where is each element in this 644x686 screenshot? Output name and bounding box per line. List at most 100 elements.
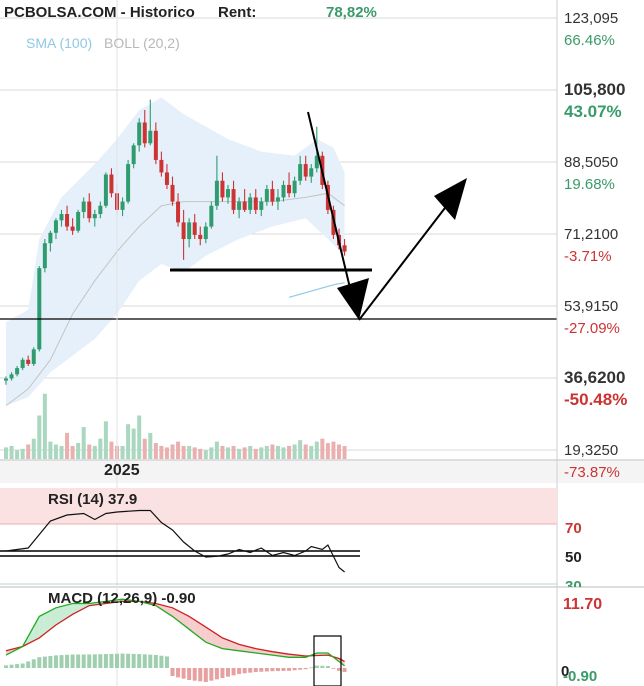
volume-bar (92, 445, 97, 459)
candle-body (76, 211, 81, 231)
candle (137, 118, 142, 152)
up-arrow-head (434, 178, 467, 220)
volume-bar (4, 447, 8, 459)
price-tick-label: 36,6200 (564, 368, 625, 387)
macd-histogram-bar (31, 659, 36, 668)
rent-value: 78,82% (326, 4, 377, 21)
macd-histogram-bar (309, 667, 314, 669)
macd-histogram-bar (314, 665, 319, 668)
candle-body (131, 145, 136, 165)
macd-histogram-bar (120, 653, 125, 668)
macd-histogram-bar (270, 668, 275, 672)
candle-body (9, 374, 14, 379)
macd-histogram-bar (98, 654, 103, 668)
candle (87, 193, 92, 223)
macd-histogram-bar (325, 666, 330, 668)
macd-fill-segment (189, 616, 195, 634)
volume-bar (153, 443, 158, 459)
candle (181, 209, 186, 260)
volume-bar (203, 450, 208, 459)
candle-body (20, 359, 25, 369)
macd-histogram-bar (159, 655, 164, 668)
macd-line (5, 598, 346, 667)
candle (126, 159, 131, 204)
candle-body (70, 226, 75, 231)
candle (76, 209, 81, 233)
volume-bar (26, 444, 31, 459)
legend-boll: BOLL (20,2) (104, 35, 180, 51)
candle-body (248, 197, 253, 210)
candle-body (209, 205, 214, 227)
macd-histogram-bar (226, 668, 230, 677)
candle (203, 222, 208, 244)
volume-bar (264, 445, 269, 459)
macd-histogram-bar (298, 668, 303, 670)
candle (309, 164, 314, 183)
candle (20, 357, 25, 371)
volume-bar (259, 447, 264, 459)
macd-histogram-bar (253, 668, 258, 672)
macd-level-zero: 0 (561, 663, 570, 680)
candle (48, 230, 53, 252)
volume-bar (98, 438, 103, 459)
candle-body (253, 197, 258, 210)
macd-histogram-bar (231, 668, 236, 676)
macd-histogram-bar (142, 654, 147, 668)
macd-histogram-bar (292, 668, 297, 671)
volume-bar (42, 393, 47, 459)
down-arrow-head (337, 278, 369, 320)
candle (342, 239, 347, 256)
candle-body (137, 122, 142, 146)
candle-body (48, 232, 53, 244)
candle (226, 184, 230, 204)
candle (303, 155, 308, 181)
candle (148, 99, 153, 146)
candle-body (231, 189, 236, 210)
macd-histogram-bar (214, 668, 219, 680)
macd-fill-segment (216, 634, 223, 649)
candle (248, 193, 253, 215)
candle-body (270, 189, 275, 202)
candle-body (142, 122, 147, 144)
price-tick-label: 88,5050 (564, 154, 618, 171)
candle (231, 180, 236, 215)
macd-fill-segment (228, 640, 234, 651)
macd-histogram-bar (242, 668, 247, 674)
macd-fill-segment (194, 619, 201, 638)
up-arrow-shaft (358, 203, 449, 321)
candle-body (298, 164, 303, 181)
macd-histogram-bar (331, 668, 336, 669)
volume-bar (314, 441, 319, 459)
candle-body (214, 180, 219, 206)
macd-histogram-bar (53, 655, 58, 668)
candle-body (148, 130, 153, 144)
macd-histogram-bar (287, 668, 292, 671)
macd-fill-segment (211, 630, 217, 647)
candle (159, 151, 164, 177)
candle-body (203, 226, 208, 240)
bollinger-band (6, 97, 345, 406)
volume-bar (131, 428, 136, 459)
macd-histogram-bar (15, 664, 20, 668)
volume-bar (137, 415, 142, 459)
candle-body (342, 245, 347, 252)
candle-body (159, 159, 164, 173)
macd-histogram-bar (81, 654, 86, 668)
percent-tick-label: -3.71% (564, 248, 612, 265)
macd-histogram-bar (303, 668, 308, 670)
volume-bar (331, 441, 336, 459)
candle (170, 176, 175, 206)
volume-bar (87, 444, 92, 459)
candle-body (81, 201, 86, 212)
macd-histogram-bar (137, 654, 142, 668)
macd-histogram-bar (92, 654, 97, 668)
candle (209, 201, 214, 229)
macd-histogram-bar (337, 668, 341, 671)
candle (176, 193, 181, 227)
volume-bar (270, 444, 275, 459)
macd-fill-segment (78, 603, 84, 612)
candle-body (187, 222, 192, 240)
candle (9, 372, 14, 381)
volume-bar (48, 441, 53, 459)
candle (15, 366, 20, 377)
